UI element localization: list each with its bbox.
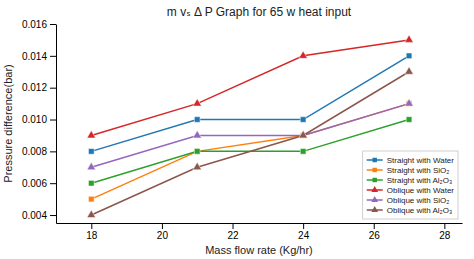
marker: [406, 53, 412, 59]
legend-box: [363, 151, 458, 219]
legend-marker: [372, 158, 376, 162]
title: m vₛ Δ P Graph for 65 w heat input: [167, 5, 352, 19]
y-tick: 0.016: [22, 19, 56, 30]
y-tick: 0.004: [22, 210, 56, 221]
y-tick-mark: [50, 215, 56, 216]
legend-marker: [372, 168, 376, 172]
y-tick-label: 0.010: [22, 114, 47, 125]
legend-label: Oblique with SiO₂: [387, 196, 450, 205]
x-tick: 20: [157, 223, 169, 241]
legend-label: Straight with SiO₂: [387, 166, 450, 175]
marker: [405, 35, 414, 42]
x-tick-label: 20: [157, 230, 169, 241]
marker: [194, 149, 200, 155]
series-line: [91, 56, 409, 152]
y-tick-mark: [50, 56, 56, 57]
marker: [299, 51, 308, 58]
x-tick: 18: [86, 223, 98, 241]
marker: [193, 99, 202, 106]
y-tick-label: 0.008: [22, 146, 47, 157]
marker: [88, 149, 94, 155]
series: [87, 35, 413, 138]
x-tick-label: 26: [369, 230, 381, 241]
y-tick-mark: [50, 183, 56, 184]
x-tick-mark: [91, 223, 92, 229]
y-axis-line: [56, 25, 57, 224]
legend-entry: Straight with Water: [367, 156, 455, 165]
x-tick: 22: [227, 223, 239, 241]
series-line: [91, 104, 409, 168]
y-tick-label: 0.012: [22, 82, 47, 93]
x-tick-label: 24: [298, 230, 310, 241]
series-line: [91, 40, 409, 136]
y-tick: 0.008: [22, 146, 56, 157]
x-axis-title: Mass flow rate (Kg/hr): [205, 244, 313, 256]
legend-label: Oblique with Al₂O₃: [387, 206, 453, 215]
legend-entry: Straight with Al₂O₃: [367, 176, 453, 185]
x-tick-mark: [303, 223, 304, 229]
y-tick-label: 0.004: [22, 210, 47, 221]
marker: [300, 149, 306, 155]
legend-entry: Straight with SiO₂: [367, 166, 450, 175]
chart: 1820222426280.0040.0060.0080.0100.0120.0…: [0, 0, 474, 259]
y-tick-label: 0.014: [22, 51, 47, 62]
y-tick-mark: [50, 24, 56, 25]
marker: [193, 130, 202, 137]
legend-entry: Oblique with Water: [367, 186, 455, 195]
x-tick-mark: [444, 223, 445, 229]
legend-label: Straight with Water: [387, 156, 455, 165]
marker: [193, 162, 202, 169]
legend-label: Oblique with Water: [387, 186, 455, 195]
series-line: [91, 72, 409, 215]
marker: [194, 117, 200, 123]
x-tick-label: 28: [439, 230, 451, 241]
y-axis-title: Pressure difference(bar): [2, 64, 14, 182]
marker: [299, 130, 308, 137]
marker: [405, 67, 414, 74]
x-axis-line: [57, 223, 463, 224]
legend-marker: [371, 196, 378, 202]
y-tick: 0.014: [22, 51, 56, 62]
y-tick-mark: [50, 120, 56, 121]
plot: 1820222426280.0040.0060.0080.0100.0120.0…: [2, 19, 463, 256]
x-tick-label: 22: [227, 230, 239, 241]
marker: [406, 117, 412, 123]
y-tick-label: 0.016: [22, 19, 47, 30]
marker: [87, 210, 96, 217]
marker: [88, 180, 94, 186]
marker: [194, 149, 200, 155]
series: [88, 53, 411, 154]
y-tick-mark: [50, 151, 56, 152]
legend-marker: [371, 206, 378, 212]
y-tick-label: 0.006: [22, 178, 47, 189]
x-tick: 28: [439, 223, 451, 241]
y-tick: 0.010: [22, 114, 56, 125]
y-axis: 0.004 0.006 0.008 0.010 0.012 0.014 0.016: [22, 19, 57, 224]
marker: [405, 99, 414, 106]
legend-entry: Oblique with SiO₂: [367, 196, 450, 205]
x-tick-label: 18: [86, 230, 98, 241]
marker: [87, 162, 96, 169]
legend-entry: Oblique with Al₂O₃: [367, 206, 453, 215]
x-tick-mark: [374, 223, 375, 229]
x-tick: 24: [298, 223, 310, 241]
marker: [88, 196, 94, 202]
legend: Straight with WaterStraight with SiO₂Str…: [363, 151, 458, 219]
y-tick: 0.006: [22, 178, 56, 189]
legend-label: Straight with Al₂O₃: [387, 176, 453, 185]
legend-marker: [372, 178, 376, 182]
x-tick: 26: [369, 223, 381, 241]
marker: [300, 117, 306, 123]
x-axis: 18 20 22 24 26 28: [57, 223, 463, 241]
y-tick: 0.012: [22, 82, 56, 93]
y-tick-mark: [50, 88, 56, 89]
x-tick-mark: [162, 223, 163, 229]
x-tick-mark: [233, 223, 234, 229]
legend-marker: [371, 186, 378, 192]
marker: [87, 130, 96, 137]
